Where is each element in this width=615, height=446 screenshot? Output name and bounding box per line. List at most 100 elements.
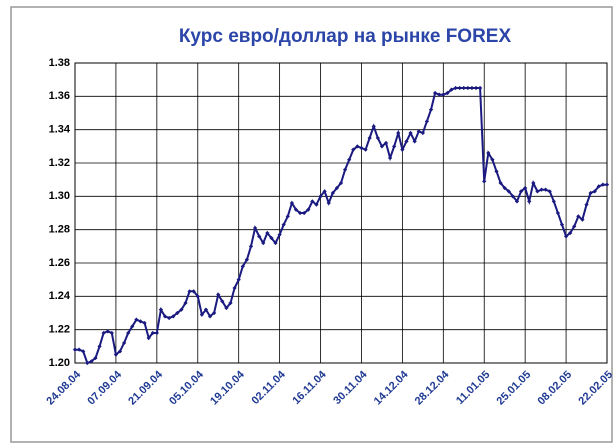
marker [584,202,589,207]
marker [355,144,360,149]
plot-area [74,62,608,364]
marker [248,244,254,249]
marker [207,314,213,319]
y-tick-label: 1.28 [49,224,70,236]
marker [257,234,262,239]
marker [326,200,331,206]
marker [486,150,491,156]
marker [363,147,368,152]
marker [400,147,405,152]
marker [392,144,397,149]
marker [285,214,290,219]
marker [490,157,495,162]
marker [334,185,340,191]
marker [277,232,282,237]
marker [199,312,204,317]
marker [604,182,610,187]
marker [555,210,561,216]
marker [179,307,184,312]
y-tick-label: 1.36 [49,90,70,102]
y-tick-label: 1.24 [49,290,71,302]
marker [535,189,540,194]
marker [572,224,577,229]
marker [482,179,487,184]
marker [367,135,372,141]
marker [191,289,196,294]
marker [236,277,241,282]
marker [387,155,393,161]
marker [158,307,164,312]
marker [518,189,524,194]
y-tick-label: 1.20 [49,357,70,369]
marker [216,292,221,297]
marker [494,169,499,174]
marker [134,317,139,322]
marker [551,199,556,204]
marker [171,314,176,319]
marker [289,200,295,206]
marker [547,189,552,194]
marker [252,225,258,231]
marker [596,184,601,189]
y-tick-label: 1.30 [49,190,70,202]
marker [269,235,274,241]
y-tick-label: 1.32 [49,157,70,169]
marker [138,319,143,324]
marker [498,180,503,186]
marker [142,320,147,326]
marker [412,139,417,144]
marker [146,335,151,341]
marker [396,130,401,136]
marker [330,190,335,196]
marker [568,230,573,236]
marker [502,185,507,191]
y-tick-label: 1.26 [49,257,70,269]
y-tick-label: 1.38 [49,57,70,69]
y-tick-label: 1.22 [49,324,70,336]
marker [559,222,565,227]
marker [375,135,380,141]
marker [527,199,532,204]
marker [244,257,249,262]
y-tick-label: 1.34 [49,124,71,136]
marker [600,182,606,187]
marker [310,199,315,204]
marker [281,222,286,227]
marker [580,217,585,222]
marker [232,285,237,291]
marker [306,207,311,212]
chart-title: Курс евро/доллар на рынке FOREX [179,26,512,47]
marker [543,187,548,192]
marker [379,144,385,149]
marker [195,294,200,299]
marker [167,315,172,321]
marker [224,305,229,311]
marker [592,189,597,194]
marker [539,187,544,192]
marker [420,130,425,136]
marker [416,129,421,134]
marker [523,185,528,191]
marker [342,167,348,172]
marker [265,230,270,236]
marker [359,145,364,151]
marker [273,240,278,246]
marker [318,194,323,199]
marker [187,289,192,294]
marker [297,210,303,216]
marker [404,139,409,144]
marker [220,299,225,304]
marker [162,314,168,319]
marker [506,189,511,194]
marker [183,300,188,306]
marker [261,240,266,246]
marker [563,234,569,239]
marker [175,310,180,316]
marker [203,307,209,312]
marker [314,202,319,207]
marker [514,199,520,204]
marker [240,264,245,269]
marker [351,147,356,152]
